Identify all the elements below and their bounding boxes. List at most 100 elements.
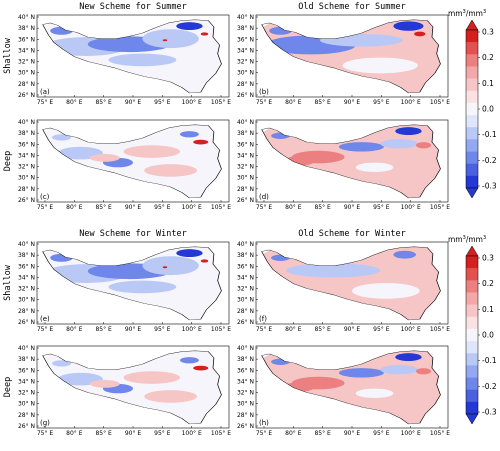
map-panel-b: 75° E 80° E 85° E 90° E 95° E 100° E 105° E 40°…: [237, 14, 450, 106]
map-panel-c: 75° E 80° E 85° E 90° E 95° E 100° E 105° E 40°…: [18, 119, 231, 211]
y-tick-label: 32° N: [237, 390, 254, 397]
plateau-outline: [42, 350, 222, 425]
colorbar-swatch: [466, 341, 478, 354]
x-tick-label: 75° E: [37, 99, 54, 106]
field-patch: [144, 390, 197, 403]
x-tick-label: 105° E: [211, 326, 231, 333]
map-panel-h: 75° E 80° E 85° E 90° E 95° E 100° E 105° E 40°…: [237, 345, 450, 437]
y-tick-label: 38° N: [237, 130, 254, 137]
field-patch: [193, 365, 209, 371]
panel-label: (g): [40, 419, 50, 427]
x-tick-label: 105° E: [211, 430, 231, 437]
y-tick-label: 28° N: [18, 186, 35, 193]
field-patch: [200, 259, 209, 263]
x-tick-label: 90° E: [125, 430, 142, 437]
x-tick-label: 90° E: [344, 204, 361, 211]
colorbar-swatch: [466, 127, 478, 140]
y-tick-label: 38° N: [18, 252, 35, 259]
y-tick-label: 26° N: [237, 197, 254, 204]
y-tick-label: 36° N: [237, 141, 254, 148]
x-tick-label: 105° E: [430, 99, 450, 106]
y-tick-label: 36° N: [18, 263, 35, 270]
x-tick-label: 75° E: [37, 204, 54, 211]
colorbar-swatch: [466, 377, 478, 390]
y-tick-label: 26° N: [18, 319, 35, 326]
colorbar-swatch: [466, 256, 478, 269]
colorbar-max-arrow: [465, 19, 479, 31]
colorbar-tick-label: 0.0: [482, 105, 494, 114]
colorbar-swatch: [466, 316, 478, 330]
y-tick-label: 28° N: [237, 81, 254, 88]
y-tick-label: 34° N: [18, 378, 35, 385]
colorbars: 0.3 0.2 0.1 0.0 -0.1 -0.2 -0.3 mm3/mm3 0.3 0.2 0.1…: [448, 9, 497, 425]
y-tick-label: 26° N: [237, 92, 254, 99]
row-label: Deep: [3, 377, 13, 397]
y-tick-label: 36° N: [237, 263, 254, 270]
field-patch: [380, 138, 418, 149]
y-tick-label: 30° N: [237, 70, 254, 77]
y-tick-label: 38° N: [237, 356, 254, 363]
x-tick-label: 95° E: [373, 430, 390, 437]
y-tick-label: 34° N: [237, 47, 254, 54]
colorbar-tick-label: 0.3: [482, 254, 494, 263]
x-tick-label: 95° E: [373, 99, 390, 106]
colorbar: 0.3 0.2 0.1 0.0 -0.1 -0.2 -0.3 mm3/mm3: [448, 235, 497, 425]
y-tick-label: 36° N: [237, 367, 254, 374]
field-patch: [380, 364, 418, 375]
field-patch: [52, 134, 71, 141]
colorbar-unit: mm3/mm3: [448, 9, 486, 18]
panel-label: (d): [259, 193, 269, 201]
y-tick-label: 30° N: [18, 401, 35, 408]
x-tick-label: 105° E: [211, 99, 231, 106]
colorbar-tick-label: -0.2: [482, 382, 497, 391]
field-patch: [123, 371, 181, 384]
panel-label: (b): [259, 88, 269, 96]
y-tick-label: 40° N: [237, 345, 254, 352]
y-tick-label: 32° N: [237, 59, 254, 66]
y-tick-label: 28° N: [18, 308, 35, 315]
y-tick-label: 32° N: [18, 286, 35, 293]
x-tick-label: 75° E: [256, 326, 273, 333]
y-tick-label: 28° N: [18, 412, 35, 419]
x-tick-label: 90° E: [344, 326, 361, 333]
plateau-outline: [261, 246, 441, 321]
field-patch: [352, 283, 420, 299]
plateau-outline: [42, 246, 222, 321]
y-tick-label: 38° N: [237, 25, 254, 32]
x-tick-label: 80° E: [66, 204, 83, 211]
x-tick-label: 80° E: [285, 99, 302, 106]
x-tick-label: 100° E: [182, 204, 202, 211]
colorbar-swatch: [466, 328, 478, 342]
panel-label: (f): [259, 315, 267, 323]
y-tick-label: 30° N: [237, 297, 254, 304]
y-tick-label: 38° N: [237, 252, 254, 259]
y-tick-label: 34° N: [237, 152, 254, 159]
colorbar-max-arrow: [465, 245, 479, 257]
y-tick-label: 26° N: [18, 197, 35, 204]
y-tick-label: 40° N: [18, 14, 35, 21]
y-tick-label: 34° N: [18, 47, 35, 54]
plateau-outline: [42, 124, 222, 199]
field-patch: [89, 153, 120, 162]
colorbar-min-arrow: [465, 187, 479, 199]
y-tick-label: 34° N: [237, 274, 254, 281]
colorbar-swatch: [466, 163, 478, 177]
x-tick-label: 75° E: [256, 99, 273, 106]
colorbar-swatch: [466, 401, 478, 415]
y-tick-label: 34° N: [237, 378, 254, 385]
x-tick-label: 85° E: [314, 204, 331, 211]
panel-column-title: New Scheme for Summer: [79, 2, 186, 12]
panel-label: (a): [40, 88, 50, 96]
plateau-outline: [261, 124, 441, 199]
y-tick-label: 32° N: [18, 164, 35, 171]
y-tick-label: 36° N: [18, 141, 35, 148]
field-patch: [108, 53, 177, 67]
row-label: Deep: [3, 151, 13, 171]
colorbar-swatch: [466, 66, 478, 79]
y-tick-label: 30° N: [237, 401, 254, 408]
field-patch: [123, 145, 181, 158]
field-patch: [342, 57, 418, 74]
y-tick-label: 28° N: [237, 186, 254, 193]
colorbar-tick-label: 0.0: [482, 331, 494, 340]
field-patch: [338, 368, 384, 378]
